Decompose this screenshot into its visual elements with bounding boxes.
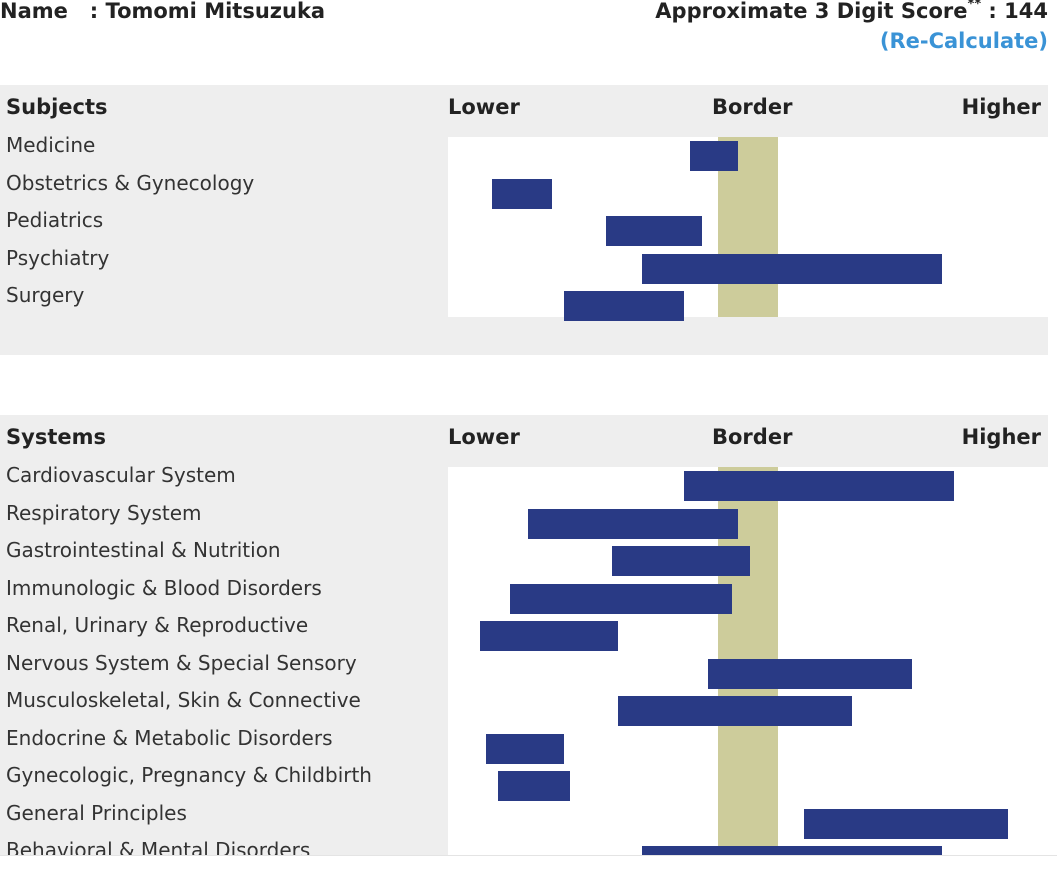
score-range-bar bbox=[491, 178, 552, 209]
axis-label-border: Border bbox=[712, 95, 793, 119]
score-range-bar bbox=[641, 846, 942, 855]
row-label: Obstetrics & Gynecology bbox=[6, 170, 255, 195]
row-label: Gastrointestinal & Nutrition bbox=[6, 538, 281, 562]
axis-label-border: Border bbox=[712, 425, 793, 449]
name-value: Tomomi Mitsuzuka bbox=[105, 0, 326, 23]
plot-area bbox=[448, 467, 1048, 855]
score-range-bar bbox=[707, 658, 912, 689]
score-range-bar bbox=[617, 696, 852, 726]
score-range-bar bbox=[485, 733, 564, 764]
axis-label-higher: Higher bbox=[961, 425, 1041, 449]
candidate-name: Name : Tomomi Mitsuzuka bbox=[0, 0, 326, 23]
bottom-divider bbox=[0, 855, 1057, 856]
row-label: Gynecologic, Pregnancy & Childbirth bbox=[6, 763, 372, 787]
score-range-bar bbox=[689, 141, 738, 171]
row-label: Musculoskeletal, Skin & Connective bbox=[6, 688, 361, 712]
score-range-bar bbox=[605, 216, 702, 246]
chart-title: Subjects bbox=[6, 95, 108, 119]
score-range-bar bbox=[641, 253, 942, 284]
row-label: Behavioral & Mental Disorders bbox=[6, 838, 311, 855]
row-label: Pediatrics bbox=[6, 208, 104, 232]
row-label: Respiratory System bbox=[6, 500, 202, 525]
row-label: Psychiatry bbox=[6, 245, 110, 270]
score-label: Approximate 3 Digit Score bbox=[655, 0, 968, 23]
score-range-bar bbox=[683, 471, 954, 501]
chart-title: Systems bbox=[6, 425, 106, 449]
approximate-score: Approximate 3 Digit Score** : 144 bbox=[655, 0, 1048, 25]
score-footnote-marker: ** bbox=[967, 0, 982, 12]
score-range-bar bbox=[563, 291, 684, 321]
row-label: Medicine bbox=[6, 133, 96, 157]
row-label: Cardiovascular System bbox=[6, 463, 236, 487]
row-label: Nervous System & Special Sensory bbox=[6, 650, 357, 675]
axis-label-lower: Lower bbox=[448, 95, 520, 119]
score-range-bar bbox=[611, 546, 750, 576]
row-label: Renal, Urinary & Reproductive bbox=[6, 613, 309, 637]
systems-chart: Systems Lower Border Higher Cardiovascul… bbox=[0, 415, 1048, 855]
axis-label-lower: Lower bbox=[448, 425, 520, 449]
row-label: Immunologic & Blood Disorders bbox=[6, 575, 322, 600]
score-range-bar bbox=[527, 508, 738, 539]
row-label: General Principles bbox=[6, 800, 187, 825]
name-label: Name bbox=[0, 0, 68, 23]
score-value: 144 bbox=[1004, 0, 1048, 23]
score-range-bar bbox=[803, 808, 1008, 839]
score-range-bar bbox=[497, 771, 570, 801]
subjects-chart: Subjects Lower Border Higher Medicine Obs… bbox=[0, 85, 1048, 355]
axis-label-higher: Higher bbox=[961, 95, 1041, 119]
recalculate-link[interactable]: (Re-Calculate) bbox=[879, 29, 1048, 53]
score-range-bar bbox=[479, 621, 618, 651]
plot-area bbox=[448, 137, 1048, 321]
score-range-bar bbox=[509, 583, 732, 614]
row-label: Surgery bbox=[6, 283, 85, 307]
row-label: Endocrine & Metabolic Disorders bbox=[6, 725, 333, 750]
